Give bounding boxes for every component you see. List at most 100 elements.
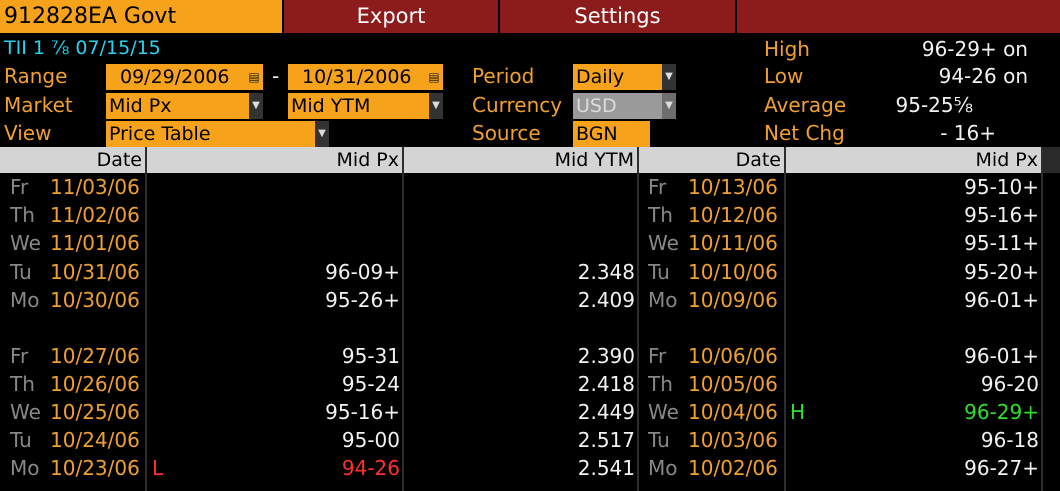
col-header-mid-px-2[interactable]: Mid Px — [786, 147, 1041, 173]
mid-px-cell: 95-26+ — [325, 288, 400, 312]
high-marker: H — [790, 400, 806, 424]
low-label: Low — [764, 64, 804, 88]
day-of-week: Tu — [10, 260, 32, 284]
day-of-week: Fr — [10, 344, 29, 368]
mid-px-cell: 95-31 — [341, 344, 400, 368]
chevron-down-icon[interactable]: ▼ — [429, 93, 443, 119]
day-of-week: Th — [648, 372, 673, 396]
export-button[interactable]: Export — [284, 0, 498, 33]
range-start-field[interactable]: 09/29/2006 ▤ — [106, 64, 263, 90]
row-date[interactable]: 11/02/06 — [50, 203, 140, 227]
mid-ytm-cell: 2.418 — [577, 372, 635, 396]
market-field-2-value: Mid YTM — [291, 95, 371, 117]
row-date[interactable]: 10/11/06 — [688, 231, 778, 255]
range-end-field[interactable]: 10/31/2006 ▤ — [288, 64, 443, 90]
row-date[interactable]: 10/10/06 — [688, 260, 778, 284]
period-label: Period — [472, 64, 535, 88]
low-marker: L — [152, 456, 164, 480]
day-of-week: Mo — [10, 456, 40, 480]
row-date[interactable]: 10/24/06 — [50, 428, 140, 452]
mid-px-cell: 96-29+ — [964, 400, 1039, 424]
row-date[interactable]: 10/26/06 — [50, 372, 140, 396]
row-date[interactable]: 10/05/06 — [688, 372, 778, 396]
column-divider — [1041, 147, 1043, 491]
mid-px-cell: 96-27+ — [964, 456, 1039, 480]
row-date[interactable]: 10/12/06 — [688, 203, 778, 227]
bond-description: TII 1 ⅞ 07/15/15 — [4, 37, 161, 59]
mid-px-cell: 95-16+ — [964, 203, 1039, 227]
day-of-week: We — [648, 400, 679, 424]
security-ticker-field[interactable]: 912828EA Govt — [0, 0, 282, 33]
currency-field-value: USD — [576, 95, 617, 117]
mid-ytm-cell: 2.541 — [577, 456, 635, 480]
low-value: 94-26 on — [938, 64, 1028, 88]
row-date[interactable]: 10/27/06 — [50, 344, 140, 368]
row-date[interactable]: 11/03/06 — [50, 175, 140, 199]
market-field-1[interactable]: Mid Px ▼ — [106, 93, 263, 119]
range-end-value: 10/31/2006 — [302, 66, 412, 88]
row-date[interactable]: 10/31/06 — [50, 260, 140, 284]
day-of-week: Tu — [10, 428, 32, 452]
row-date[interactable]: 10/13/06 — [688, 175, 778, 199]
mid-px-cell: 95-10+ — [964, 175, 1039, 199]
col-header-date-2[interactable]: Date — [639, 147, 784, 173]
calendar-icon[interactable]: ▤ — [248, 70, 260, 84]
high-label: High — [764, 37, 810, 61]
market-label: Market — [4, 93, 73, 117]
mid-px-cell: 95-16+ — [325, 400, 400, 424]
mid-px-cell: 96-09+ — [325, 260, 400, 284]
day-of-week: We — [648, 231, 679, 255]
period-field-value: Daily — [576, 66, 625, 88]
col-header-date[interactable]: Date — [0, 147, 145, 173]
row-date[interactable]: 10/25/06 — [50, 400, 140, 424]
row-date[interactable]: 10/30/06 — [50, 288, 140, 312]
average-label: Average — [764, 93, 847, 117]
mid-ytm-cell: 2.409 — [577, 288, 635, 312]
chevron-down-icon[interactable]: ▼ — [249, 93, 263, 119]
row-date[interactable]: 10/23/06 — [50, 456, 140, 480]
chevron-down-icon[interactable]: ▼ — [662, 64, 676, 90]
mid-ytm-cell: 2.390 — [577, 344, 635, 368]
row-date[interactable]: 10/06/06 — [688, 344, 778, 368]
mid-ytm-cell: 2.449 — [577, 400, 635, 424]
view-field[interactable]: Price Table ▼ — [106, 121, 329, 147]
chevron-down-icon[interactable]: ▼ — [315, 121, 329, 147]
settings-button[interactable]: Settings — [500, 0, 735, 33]
mid-px-cell: 94-26 — [341, 456, 400, 480]
chevron-down-icon: ▼ — [662, 93, 676, 119]
day-of-week: Fr — [648, 344, 667, 368]
column-divider — [402, 147, 404, 491]
mid-ytm-cell: 2.517 — [577, 428, 635, 452]
source-field[interactable]: BGN — [573, 121, 650, 147]
toolbar-spacer — [737, 0, 1060, 33]
view-field-value: Price Table — [109, 123, 211, 145]
mid-px-cell: 95-11+ — [964, 231, 1039, 255]
column-divider — [145, 147, 147, 491]
row-date[interactable]: 10/03/06 — [688, 428, 778, 452]
day-of-week: Th — [10, 372, 35, 396]
period-field[interactable]: Daily ▼ — [573, 64, 676, 90]
day-of-week: Fr — [648, 175, 667, 199]
row-date[interactable]: 10/02/06 — [688, 456, 778, 480]
col-header-mid-ytm[interactable]: Mid YTM — [404, 147, 637, 173]
currency-field: USD ▼ — [573, 93, 676, 119]
col-header-mid-px[interactable]: Mid Px — [147, 147, 402, 173]
mid-ytm-cell: 2.348 — [577, 260, 635, 284]
day-of-week: Fr — [10, 175, 29, 199]
source-label: Source — [472, 121, 541, 145]
row-date[interactable]: 10/04/06 — [688, 400, 778, 424]
net-change-value: - 16+ — [940, 121, 996, 145]
mid-px-cell: 96-20 — [980, 372, 1039, 396]
mid-px-cell: 95-00 — [341, 428, 400, 452]
mid-px-cell: 95-24 — [341, 372, 400, 396]
calendar-icon[interactable]: ▤ — [428, 70, 440, 84]
day-of-week: Mo — [10, 288, 40, 312]
day-of-week: Mo — [648, 288, 678, 312]
day-of-week: We — [10, 231, 41, 255]
mid-px-cell: 96-01+ — [964, 344, 1039, 368]
day-of-week: Th — [648, 203, 673, 227]
row-date[interactable]: 11/01/06 — [50, 231, 140, 255]
row-date[interactable]: 10/09/06 — [688, 288, 778, 312]
currency-label: Currency — [472, 93, 563, 117]
market-field-2[interactable]: Mid YTM ▼ — [288, 93, 443, 119]
